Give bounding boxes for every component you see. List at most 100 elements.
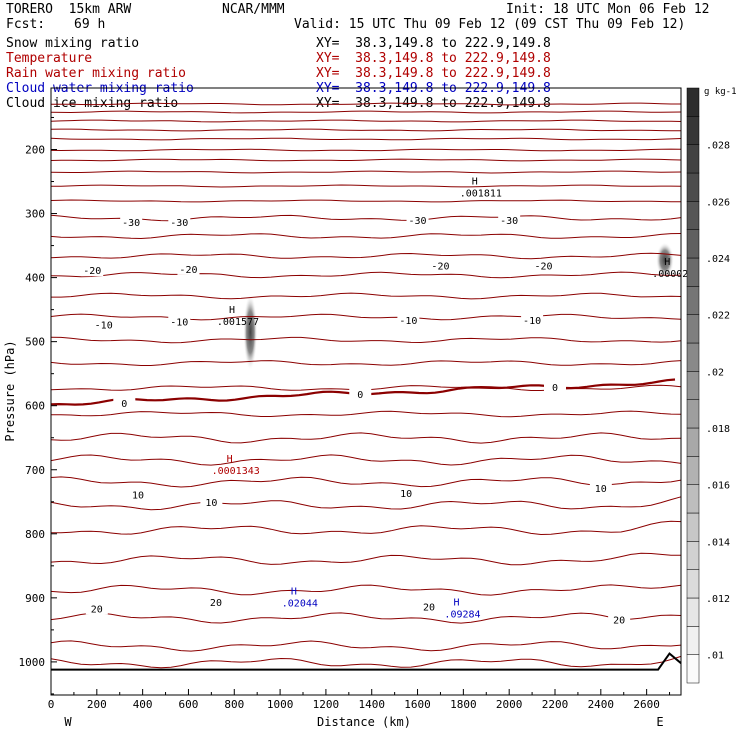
- field-xy-temperature: XY= 38.3,149.8 to 222.9,149.8: [316, 51, 551, 66]
- isotherm-line: [50, 496, 682, 511]
- y-tick-label: 900: [25, 592, 45, 605]
- colorbar-segment: [686, 654, 700, 684]
- isotherm-label: -30: [122, 218, 140, 229]
- colorbar-segment: [686, 512, 700, 542]
- y-tick-label: 600: [25, 400, 45, 413]
- isotherm-line: [50, 313, 682, 321]
- forecast-hour: 69 h: [74, 17, 106, 32]
- y-tick-label: 200: [25, 144, 45, 157]
- isotherm-line: [50, 170, 682, 174]
- colorbar-segment: [686, 484, 700, 514]
- colorbar-segment: [686, 626, 700, 655]
- model-title: TORERO 15km ARW: [6, 2, 132, 17]
- isotherm-label-bg: [168, 216, 191, 229]
- y-tick-label: 800: [25, 528, 45, 541]
- isotherm-line: [50, 360, 682, 366]
- colorbar-segment: [686, 314, 700, 344]
- x-tick-label: 1200: [313, 698, 340, 711]
- x-tick-label: 1400: [358, 698, 385, 711]
- colorbar-segment: [686, 144, 700, 174]
- field-xy-snow: XY= 38.3,149.8 to 222.9,149.8: [316, 36, 551, 51]
- isotherm-line: [50, 184, 682, 188]
- isotherm-line: [50, 214, 682, 222]
- colorbar-segment: [686, 427, 700, 457]
- colorbar-unit: g kg-1: [704, 87, 737, 97]
- colorbar-segment: [686, 229, 700, 259]
- colorbar-segment: [686, 201, 700, 230]
- x-tick-label: 1000: [267, 698, 294, 711]
- isotherm-label: 0: [552, 383, 558, 394]
- isotherm-label-bg: [113, 396, 136, 409]
- isotherm-label-bg: [349, 387, 372, 400]
- extremum-value: .0001343: [212, 466, 260, 477]
- isotherm-line: [50, 655, 682, 669]
- extremum-value: .02044: [282, 599, 318, 610]
- x-axis-label: Distance (km): [317, 715, 411, 729]
- isotherm-label: 20: [210, 598, 222, 609]
- x-tick-label: 1600: [404, 698, 431, 711]
- isotherm-line: [50, 454, 682, 466]
- isotherm-label: -20: [179, 265, 197, 276]
- isotherm-label: -10: [95, 321, 113, 332]
- x-tick-label: 2400: [588, 698, 615, 711]
- colorbar-tick-label: .01: [706, 651, 724, 662]
- colorbar-tick-label: .018: [706, 424, 730, 435]
- extremum-value: .09284: [444, 610, 480, 621]
- isotherm-label: -20: [431, 262, 449, 273]
- colorbar-tick-label: .022: [706, 311, 730, 322]
- colorbar-segment: [686, 87, 700, 117]
- y-tick-label: 500: [25, 336, 45, 349]
- isotherm-line: [50, 336, 682, 344]
- x-tick-label: 2000: [496, 698, 523, 711]
- extremum-value: .001811: [460, 189, 502, 200]
- terrain-line: [51, 652, 682, 671]
- field-xy-rain: XY= 38.3,149.8 to 222.9,149.8: [316, 66, 551, 81]
- colorbar-segment: [686, 342, 700, 372]
- isotherm-label: 10: [595, 484, 607, 495]
- extremum-mark: H: [229, 305, 235, 316]
- field-name-rain: Rain water mixing ratio: [6, 66, 187, 81]
- colorbar-tick-label: .012: [706, 594, 730, 605]
- extremum-mark: H: [472, 177, 478, 188]
- x-tick-label: 2200: [542, 698, 569, 711]
- isotherm-label: -10: [523, 316, 541, 327]
- extremum-value: .001577: [217, 317, 259, 328]
- x-tick-label: 1800: [450, 698, 477, 711]
- colorbar-tick-label: .016: [706, 481, 730, 492]
- y-tick-label: 300: [25, 208, 45, 221]
- field-name-snow: Snow mixing ratio: [6, 36, 140, 51]
- isotherm-line: [50, 476, 682, 488]
- isotherm-label: -10: [399, 316, 417, 327]
- isotherm-line: [50, 410, 682, 418]
- y-tick-label: 400: [25, 272, 45, 285]
- isotherm-line: [50, 148, 682, 152]
- snow-shading: [655, 242, 674, 278]
- isotherm-label-bg: [521, 314, 544, 327]
- isotherm-line: [50, 128, 682, 132]
- isotherm-line: [50, 199, 682, 203]
- isotherm-label-bg: [589, 481, 612, 494]
- colorbar-segment: [686, 399, 700, 429]
- isotherm-line: [50, 584, 682, 596]
- x-tick-label: 2600: [633, 698, 660, 711]
- isotherm-label-bg: [204, 595, 227, 608]
- isotherm-line: [50, 640, 682, 652]
- isotherm-label-bg: [395, 487, 418, 500]
- isotherm-label-bg: [429, 259, 452, 272]
- center-title: NCAR/MMM: [222, 2, 285, 17]
- colorbar-segment: [686, 371, 700, 400]
- isotherm-line: [50, 137, 682, 141]
- isotherm-label-bg: [498, 214, 521, 227]
- init-time: Init: 18 UTC Mon 06 Feb 12: [506, 2, 710, 17]
- colorbar-tick-label: .026: [706, 197, 730, 208]
- extremum-mark: H: [664, 257, 670, 268]
- isotherm-label-bg: [608, 613, 631, 626]
- isotherm-label: 0: [121, 399, 127, 410]
- isotherm-label: 10: [132, 490, 144, 501]
- isotherm-line: [51, 292, 682, 300]
- isotherm-label: -30: [409, 216, 427, 227]
- extremum-mark: H: [453, 598, 459, 609]
- colorbar-segment: [686, 456, 700, 485]
- isotherm-label-bg: [92, 318, 115, 331]
